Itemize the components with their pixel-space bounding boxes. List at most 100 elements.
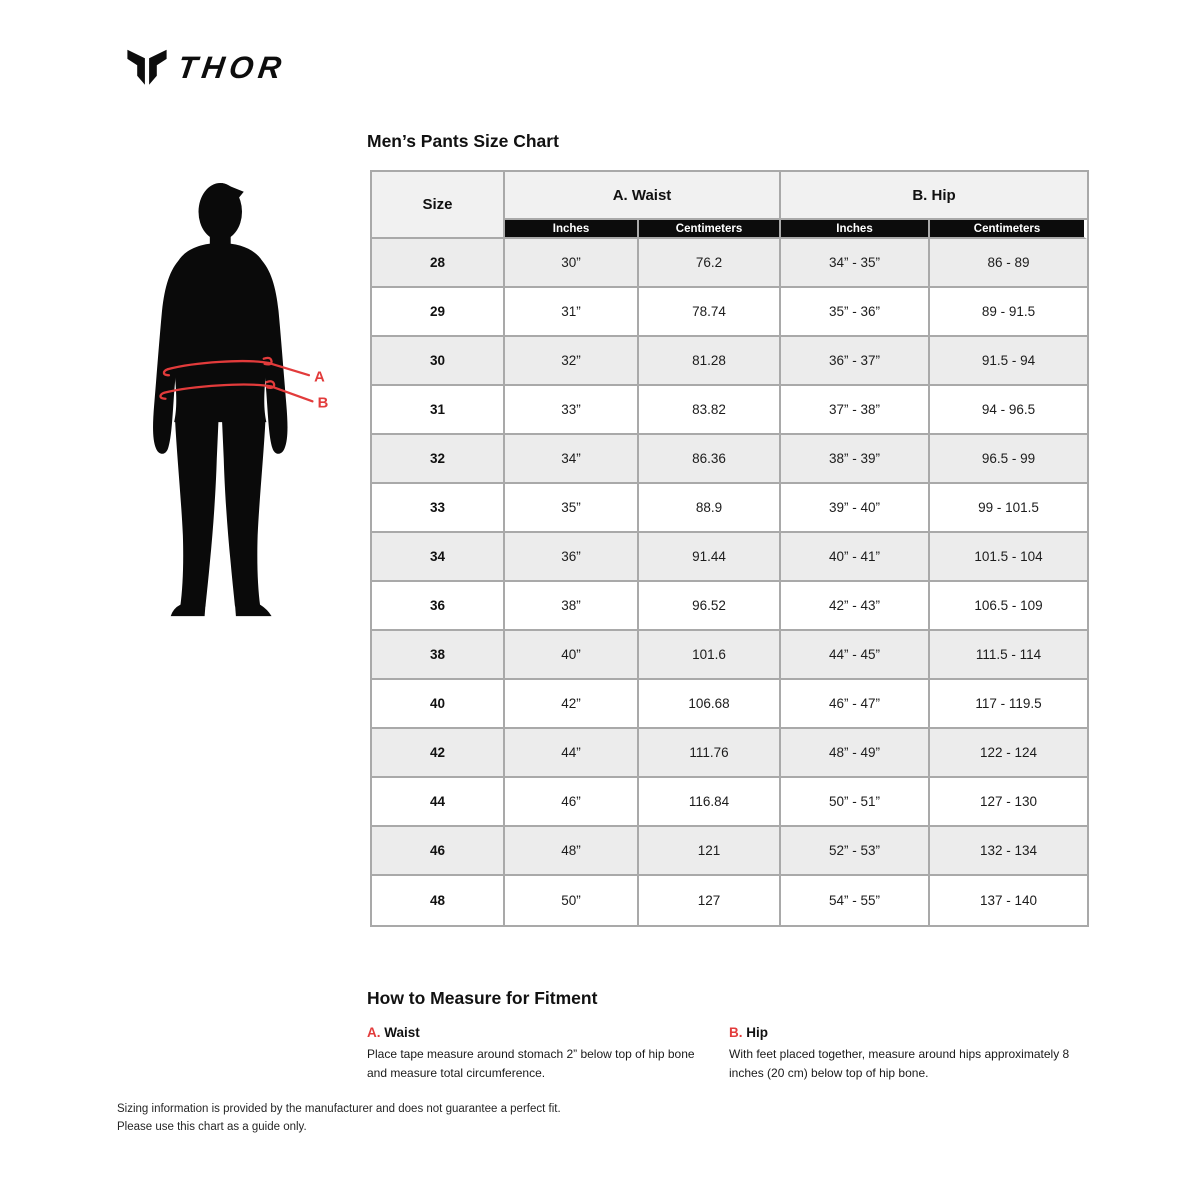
- cell-hip_in: 52” - 53”: [781, 827, 930, 876]
- cell-hip_in: 54” - 55”: [781, 876, 930, 925]
- measure-item-waist: A. Waist Place tape measure around stoma…: [367, 1025, 729, 1082]
- size-table-container: Size A. Waist B. Hip Inches Centimeters …: [370, 170, 1089, 927]
- size-row-34: 34 36” 91.44 40” - 41” 101.5 - 104: [372, 533, 1087, 582]
- cell-waist_cm: 127: [639, 876, 781, 925]
- cell-size: 36: [372, 582, 505, 631]
- hip-measure-line: [159, 380, 314, 403]
- cell-waist_in: 40”: [505, 631, 639, 680]
- cell-waist_cm: 116.84: [639, 778, 781, 827]
- cell-size: 31: [372, 386, 505, 435]
- size-row-32: 32 34” 86.36 38” - 39” 96.5 - 99: [372, 435, 1087, 484]
- cell-waist_in: 33”: [505, 386, 639, 435]
- size-row-28: 28 30” 76.2 34” - 35” 86 - 89: [372, 239, 1087, 288]
- size-row-31: 31 33” 83.82 37” - 38” 94 - 96.5: [372, 386, 1087, 435]
- col-header-waist: A. Waist: [505, 172, 781, 220]
- size-row-38: 38 40” 101.6 44” - 45” 111.5 - 114: [372, 631, 1087, 680]
- cell-size: 29: [372, 288, 505, 337]
- cell-hip_cm: 99 - 101.5: [930, 484, 1087, 533]
- size-row-33: 33 35” 88.9 39” - 40” 99 - 101.5: [372, 484, 1087, 533]
- measure-key-b: B.: [729, 1025, 743, 1040]
- measure-label-waist: Waist: [384, 1025, 420, 1040]
- cell-size: 30: [372, 337, 505, 386]
- cell-size: 32: [372, 435, 505, 484]
- cell-hip_in: 39” - 40”: [781, 484, 930, 533]
- cell-waist_cm: 106.68: [639, 680, 781, 729]
- cell-waist_in: 34”: [505, 435, 639, 484]
- measure-text-waist: Place tape measure around stomach 2” bel…: [367, 1047, 695, 1080]
- measure-item-waist-heading: A. Waist: [367, 1025, 729, 1040]
- cell-hip_in: 50” - 51”: [781, 778, 930, 827]
- cell-waist_in: 32”: [505, 337, 639, 386]
- measure-key-a: A.: [367, 1025, 381, 1040]
- body-measurement-figure: A B: [153, 183, 329, 617]
- cell-waist_in: 50”: [505, 876, 639, 925]
- size-row-40: 40 42” 106.68 46” - 47” 117 - 119.5: [372, 680, 1087, 729]
- cell-hip_cm: 132 - 134: [930, 827, 1087, 876]
- cell-waist_cm: 83.82: [639, 386, 781, 435]
- how-to-measure-title: How to Measure for Fitment: [367, 988, 598, 1008]
- size-row-29: 29 31” 78.74 35” - 36” 89 - 91.5: [372, 288, 1087, 337]
- body-silhouette: [153, 183, 288, 617]
- cell-hip_in: 38” - 39”: [781, 435, 930, 484]
- disclaimer-line-1: Sizing information is provided by the ma…: [117, 1103, 561, 1115]
- cell-hip_in: 46” - 47”: [781, 680, 930, 729]
- cell-hip_cm: 117 - 119.5: [930, 680, 1087, 729]
- cell-hip_in: 40” - 41”: [781, 533, 930, 582]
- size-row-48: 48 50” 127 54” - 55” 137 - 140: [372, 876, 1087, 925]
- cell-size: 42: [372, 729, 505, 778]
- cell-hip_cm: 111.5 - 114: [930, 631, 1087, 680]
- cell-hip_in: 42” - 43”: [781, 582, 930, 631]
- col-subheader-waist-centimeters: Centimeters: [639, 220, 781, 239]
- col-header-size: Size: [372, 172, 505, 239]
- cell-size: 46: [372, 827, 505, 876]
- cell-waist_in: 31”: [505, 288, 639, 337]
- cell-waist_cm: 111.76: [639, 729, 781, 778]
- cell-waist_cm: 96.52: [639, 582, 781, 631]
- cell-waist_in: 44”: [505, 729, 639, 778]
- measure-label-hip: Hip: [746, 1025, 769, 1040]
- size-table: Size A. Waist B. Hip Inches Centimeters …: [370, 170, 1089, 927]
- cell-size: 38: [372, 631, 505, 680]
- cell-hip_cm: 94 - 96.5: [930, 386, 1087, 435]
- cell-waist_cm: 91.44: [639, 533, 781, 582]
- cell-hip_in: 34” - 35”: [781, 239, 930, 288]
- cell-size: 34: [372, 533, 505, 582]
- col-subheader-waist-inches: Inches: [505, 220, 639, 239]
- cell-hip_in: 48” - 49”: [781, 729, 930, 778]
- disclaimer-line-2: Please use this chart as a guide only.: [117, 1120, 307, 1133]
- cell-size: 44: [372, 778, 505, 827]
- cell-size: 33: [372, 484, 505, 533]
- cell-hip_in: 36” - 37”: [781, 337, 930, 386]
- cell-size: 40: [372, 680, 505, 729]
- cell-waist_in: 46”: [505, 778, 639, 827]
- waist-measure-line: [162, 356, 311, 377]
- cell-waist_cm: 78.74: [639, 288, 781, 337]
- cell-hip_cm: 89 - 91.5: [930, 288, 1087, 337]
- figure-label-a: A: [314, 369, 325, 385]
- col-header-hip: B. Hip: [781, 172, 1087, 220]
- chart-title: Men’s Pants Size Chart: [367, 131, 559, 151]
- cell-hip_cm: 122 - 124: [930, 729, 1087, 778]
- cell-hip_in: 35” - 36”: [781, 288, 930, 337]
- cell-waist_in: 30”: [505, 239, 639, 288]
- measure-item-hip: B. Hip With feet placed together, measur…: [729, 1025, 1087, 1082]
- brand-wordmark: THOR: [175, 50, 289, 85]
- size-row-36: 36 38” 96.52 42” - 43” 106.5 - 109: [372, 582, 1087, 631]
- cell-hip_cm: 91.5 - 94: [930, 337, 1087, 386]
- size-row-46: 46 48” 121 52” - 53” 132 - 134: [372, 827, 1087, 876]
- cell-waist_cm: 88.9: [639, 484, 781, 533]
- cell-waist_cm: 76.2: [639, 239, 781, 288]
- cell-waist_cm: 121: [639, 827, 781, 876]
- cell-hip_cm: 137 - 140: [930, 876, 1087, 925]
- figure-label-b: B: [318, 395, 329, 411]
- cell-hip_in: 44” - 45”: [781, 631, 930, 680]
- size-row-30: 30 32” 81.28 36” - 37” 91.5 - 94: [372, 337, 1087, 386]
- cell-waist_cm: 81.28: [639, 337, 781, 386]
- cell-waist_in: 35”: [505, 484, 639, 533]
- cell-waist_cm: 101.6: [639, 631, 781, 680]
- size-row-42: 42 44” 111.76 48” - 49” 122 - 124: [372, 729, 1087, 778]
- brand-logo: THOR: [126, 48, 289, 88]
- measure-text-hip: With feet placed together, measure aroun…: [729, 1047, 1070, 1080]
- sizing-disclaimer: Sizing information is provided by the ma…: [117, 1101, 561, 1137]
- cell-waist_in: 36”: [505, 533, 639, 582]
